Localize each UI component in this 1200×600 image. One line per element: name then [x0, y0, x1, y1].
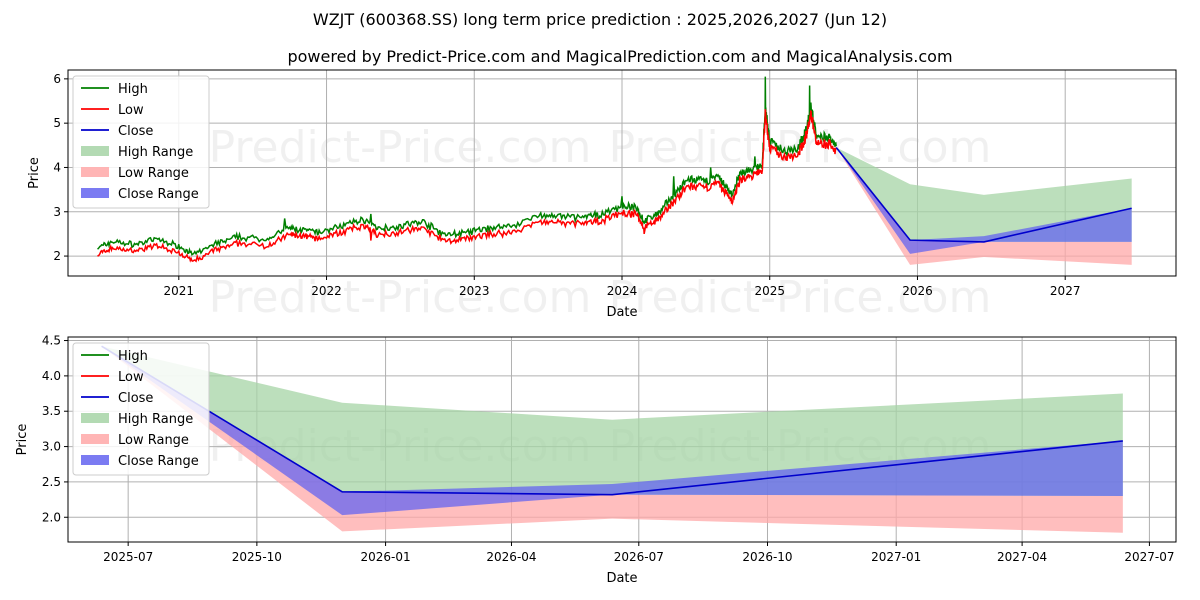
watermark: Predict-Price.com — [209, 272, 592, 323]
high-range-band — [101, 346, 1123, 497]
y-tick-label: 4.5 — [42, 334, 61, 348]
legend-patch-swatch — [81, 188, 109, 198]
high-series-line — [97, 76, 837, 256]
legend-label: Low — [118, 103, 144, 118]
x-axis-label: Date — [606, 305, 637, 320]
y-axis-label: Price — [15, 424, 30, 456]
legend-label: High Range — [118, 412, 193, 427]
chart-title: WZJT (600368.SS) long term price predict… — [313, 10, 887, 29]
x-tick-label: 2027-07 — [1124, 550, 1174, 564]
x-tick-label: 2026-01 — [361, 550, 411, 564]
y-tick-label: 3.5 — [42, 404, 61, 418]
y-tick-label: 6 — [53, 72, 61, 86]
top-panel: Predict-Price.com Predict-Price.com Predic… — [27, 69, 1177, 323]
y-axis-label: Price — [27, 157, 42, 189]
legend-patch-swatch — [81, 146, 109, 156]
y-tick-label: 3 — [53, 205, 61, 219]
legend-label: Close — [118, 391, 153, 406]
x-tick-label: 2023 — [459, 284, 490, 298]
legend-patch-swatch — [81, 167, 109, 177]
x-tick-label: 2026 — [902, 284, 933, 298]
x-tick-label: 2025-10 — [232, 550, 282, 564]
legend-patch-swatch — [81, 434, 109, 444]
x-tick-label: 2024 — [607, 284, 638, 298]
legend-label: Close — [118, 124, 153, 139]
y-tick-label: 5 — [53, 116, 61, 130]
x-tick-label: 2021 — [164, 284, 195, 298]
chart-subtitle: powered by Predict-Price.com and Magical… — [287, 47, 952, 66]
close-series-line — [101, 345, 1123, 496]
x-tick-label: 2022 — [311, 284, 342, 298]
legend-label: Close Range — [118, 454, 199, 469]
legend-label: High Range — [118, 145, 193, 160]
x-tick-label: 2026-07 — [614, 550, 664, 564]
legend-label: Close Range — [118, 187, 199, 202]
legend-label: High — [118, 349, 148, 364]
y-tick-label: 4.0 — [42, 369, 61, 383]
high-range-band — [836, 147, 1132, 242]
close-range-band — [836, 147, 1132, 254]
legend-label: High — [118, 82, 148, 97]
legend-label: Low Range — [118, 433, 189, 448]
y-tick-label: 4 — [53, 160, 61, 174]
x-tick-label: 2025 — [754, 284, 785, 298]
y-tick-label: 2.0 — [42, 510, 61, 524]
y-tick-label: 2 — [53, 249, 61, 263]
low-range-band — [836, 147, 1132, 265]
y-tick-label: 3.0 — [42, 440, 61, 454]
bottom-panel: Predict-Price.comPredict-Price.com2025-0… — [15, 334, 1177, 586]
x-tick-label: 2025-07 — [103, 550, 153, 564]
x-tick-label: 2026-10 — [742, 550, 792, 564]
x-tick-label: 2027 — [1050, 284, 1081, 298]
legend-patch-swatch — [81, 455, 109, 465]
y-tick-label: 2.5 — [42, 475, 61, 489]
x-tick-label: 2027-01 — [871, 550, 921, 564]
low-series-line — [97, 109, 837, 263]
legend-patch-swatch — [81, 413, 109, 423]
x-tick-label: 2027-04 — [997, 550, 1047, 564]
legend-label: Low Range — [118, 166, 189, 181]
close-series-line — [835, 147, 1132, 243]
watermark: Predict-Price.com — [209, 122, 592, 173]
legend-label: Low — [118, 370, 144, 385]
x-tick-label: 2026-04 — [486, 550, 536, 564]
close-range-band — [101, 346, 1123, 516]
watermark: Predict-Price.com — [609, 272, 992, 323]
plot-frame — [67, 336, 1177, 543]
low-range-band — [101, 346, 1123, 533]
plot-frame — [67, 69, 1177, 277]
x-axis-label: Date — [606, 571, 637, 586]
